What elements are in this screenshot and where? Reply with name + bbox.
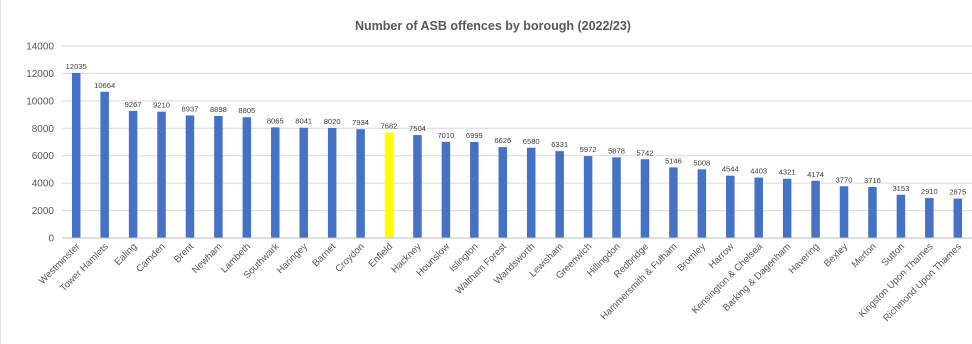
bar-bromley — [697, 169, 707, 238]
bar-hounslow — [441, 141, 451, 238]
y-axis-tick-labels: 0 2000 4000 6000 8000 10000 12000 14000 — [26, 42, 54, 245]
bar-lambeth — [242, 117, 252, 238]
bar-barking-and-dagenham — [782, 178, 792, 238]
y-tick-label: 2000 — [32, 206, 55, 217]
data-label-westminster: 12035 — [66, 62, 87, 71]
data-label-hammersmith-and-fulham: 5146 — [665, 156, 682, 165]
data-label-lewisham: 6331 — [551, 140, 568, 149]
bar-harrow — [726, 175, 735, 238]
y-tick-label: 10000 — [26, 96, 54, 107]
bar-greenwich — [583, 156, 593, 238]
data-label-waltham-forest: 6626 — [494, 136, 511, 145]
data-labels: 12035 10664 9267 9210 8937 8898 8805 8065 8041 80… — [66, 62, 967, 197]
data-label-redbridge: 5742 — [637, 148, 654, 157]
data-label-lambeth: 8805 — [238, 106, 255, 115]
y-tick-label: 14000 — [26, 42, 54, 53]
data-label-bromley: 5008 — [693, 158, 710, 167]
y-tick-label: 8000 — [32, 124, 55, 135]
x-tick-label-brent: Brent — [172, 241, 196, 265]
bar-islington — [470, 142, 479, 238]
data-label-kensington-and-chelsea: 4403 — [750, 167, 767, 176]
data-label-ealing: 9267 — [125, 100, 142, 109]
data-label-hounslow: 7010 — [437, 131, 454, 140]
bar-westminster — [71, 72, 81, 238]
bar-brent — [185, 115, 195, 238]
bar-merton — [868, 187, 877, 238]
x-tick-label-havering: Havering — [787, 241, 822, 276]
bar-southwark — [271, 127, 280, 238]
data-label-sutton: 3153 — [892, 184, 909, 193]
data-label-tower-hamlets: 10664 — [94, 81, 115, 90]
bars — [71, 72, 963, 238]
y-tick-label: 4000 — [32, 179, 55, 190]
bar-haringey — [299, 127, 308, 238]
bar-enfield — [384, 132, 394, 238]
data-label-enfield: 7682 — [381, 122, 398, 131]
data-label-barnet: 8020 — [324, 117, 341, 126]
data-label-harrow: 4544 — [722, 165, 739, 174]
bar-redbridge — [640, 159, 650, 238]
data-label-southwark: 8065 — [267, 116, 284, 125]
bar-barnet — [327, 128, 337, 238]
x-tick-label-bromley: Bromley — [675, 241, 708, 274]
x-tick-label-ealing: Ealing — [113, 241, 140, 268]
data-label-greenwich: 5972 — [580, 145, 597, 154]
data-label-brent: 8937 — [182, 104, 199, 113]
bar-lewisham — [555, 151, 564, 238]
bar-newham — [214, 115, 223, 238]
data-label-newham: 8898 — [210, 105, 227, 114]
data-label-wandsworth: 6580 — [523, 137, 540, 146]
y-tick-label: 6000 — [32, 151, 55, 162]
bar-richmond-upon-thames — [953, 198, 963, 238]
y-tick-label: 12000 — [26, 69, 54, 80]
bar-hillingdon — [612, 157, 621, 238]
x-tick-label-bexley: Bexley — [822, 241, 850, 269]
chart-title: Number of ASB offences by borough (2022/… — [355, 19, 631, 33]
bar-bexley — [839, 186, 849, 238]
data-label-hackney: 7504 — [409, 124, 426, 133]
bar-hammersmith-and-fulham — [669, 167, 678, 238]
data-label-islington: 6999 — [466, 131, 483, 140]
x-tick-label-camden: Camden — [134, 241, 167, 274]
bar-kingston-upon-thames — [925, 198, 934, 238]
data-label-richmond-upon-thames: 2875 — [949, 188, 966, 197]
x-tick-label-croydon: Croydon — [333, 241, 366, 274]
x-tick-label-sutton: Sutton — [880, 241, 907, 268]
x-tick-label-haringey: Haringey — [275, 241, 310, 276]
data-label-croydon: 7934 — [352, 118, 369, 127]
bar-tower-hamlets — [100, 91, 109, 238]
data-label-kingston-upon-thames: 2910 — [921, 187, 938, 196]
data-label-merton: 3716 — [864, 176, 881, 185]
data-label-hillingdon: 5878 — [608, 146, 625, 155]
data-label-camden: 9210 — [153, 101, 170, 110]
bar-camden — [157, 111, 166, 238]
gridlines — [62, 45, 972, 212]
bar-ealing — [128, 110, 138, 238]
y-tick-label: 0 — [48, 234, 54, 245]
bar-havering — [811, 180, 820, 238]
bar-wandsworth — [526, 147, 536, 238]
data-label-havering: 4174 — [807, 170, 824, 179]
bar-kensington-and-chelsea — [754, 177, 763, 238]
data-label-barking-and-dagenham: 4321 — [779, 168, 796, 177]
bar-croydon — [356, 129, 365, 238]
bar-waltham-forest — [498, 147, 508, 238]
data-label-bexley: 3770 — [836, 175, 853, 184]
data-label-haringey: 8041 — [295, 117, 312, 126]
x-tick-label-merton: Merton — [850, 241, 879, 270]
x-tick-label-newham: Newham — [190, 241, 225, 276]
bar-sutton — [896, 194, 906, 238]
bar-hackney — [413, 135, 422, 238]
